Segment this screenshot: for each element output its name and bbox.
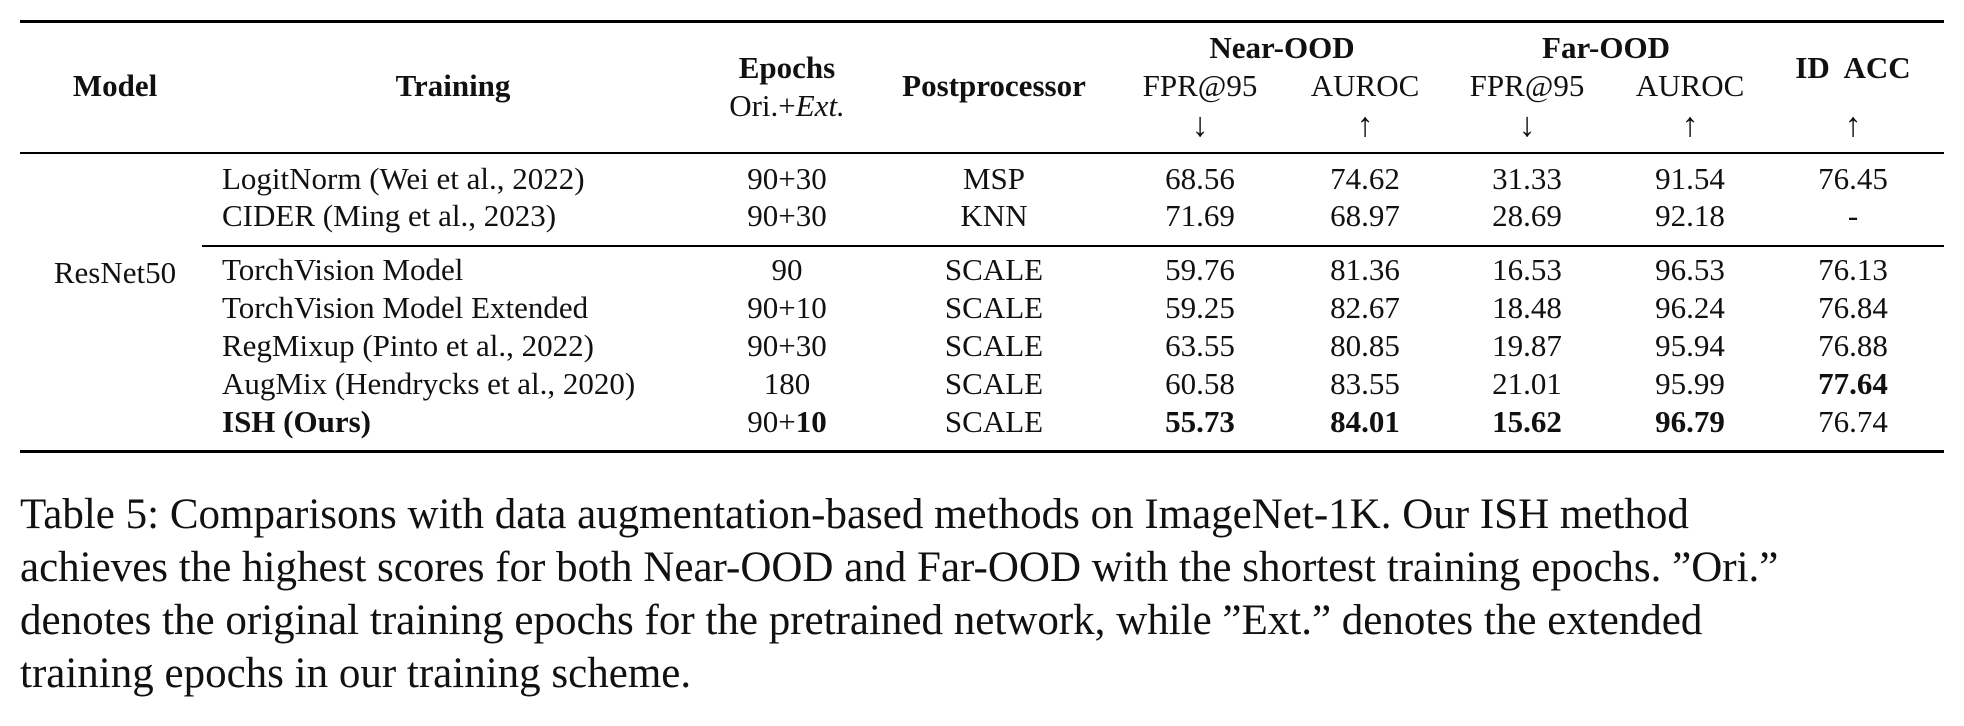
far-fpr-down-arrow-icon: ↓ <box>1518 107 1536 144</box>
cell-epochs: 90+30 <box>747 328 827 363</box>
cell-id-acc: 76.84 <box>1818 290 1888 325</box>
header-id-acc: ID ACC <box>1795 50 1911 85</box>
cell-epochs: 90+10 <box>747 404 826 440</box>
cell-id-acc: 76.45 <box>1818 161 1888 196</box>
header-near-ood: Near-OOD <box>1209 30 1355 65</box>
cell-near-auroc: 80.85 <box>1330 328 1400 363</box>
model-name: ResNet50 <box>53 255 177 290</box>
cell-training: TorchVision Model <box>222 252 464 287</box>
cell-epochs: 90+30 <box>747 198 827 233</box>
cell-postprocessor: SCALE <box>944 252 1044 287</box>
cell-near-fpr: 63.55 <box>1165 328 1235 363</box>
cell-epochs-prefix: 90+ <box>747 404 796 439</box>
header-model: Model <box>72 68 158 103</box>
cell-far-fpr: 16.53 <box>1492 252 1562 287</box>
near-auroc-up-arrow-icon: ↑ <box>1356 107 1374 144</box>
cell-near-auroc: 74.62 <box>1330 161 1400 196</box>
cell-near-auroc: 81.36 <box>1330 252 1400 287</box>
cell-near-fpr: 68.56 <box>1165 161 1235 196</box>
cell-far-fpr: 28.69 <box>1492 198 1562 233</box>
cell-far-auroc: 95.99 <box>1655 366 1725 401</box>
cell-near-auroc: 84.01 <box>1330 404 1400 439</box>
header-epochs-sub-ext: Ext. <box>795 88 845 123</box>
cell-postprocessor: KNN <box>960 198 1028 233</box>
table-header-rule <box>20 152 1944 154</box>
header-near-auroc: AUROC <box>1310 68 1420 103</box>
cell-far-auroc: 96.79 <box>1655 404 1725 439</box>
cell-epochs: 90+30 <box>747 161 827 196</box>
caption-line: training epochs in our training scheme. <box>20 650 692 697</box>
cell-id-acc: 76.74 <box>1818 404 1888 439</box>
cell-far-fpr: 21.01 <box>1492 366 1562 401</box>
caption-line: Table 5: Comparisons with data augmentat… <box>20 491 1689 538</box>
id-acc-up-arrow-icon: ↑ <box>1844 107 1862 144</box>
cell-epochs: 180 <box>763 366 811 401</box>
cell-id-acc: 76.13 <box>1818 252 1888 287</box>
header-training: Training <box>395 68 511 103</box>
cell-postprocessor: SCALE <box>944 328 1044 363</box>
table-group-rule <box>202 245 1944 247</box>
header-far-fpr: FPR@95 <box>1469 68 1585 103</box>
cell-training: ISH (Ours) <box>222 404 371 439</box>
cell-postprocessor: SCALE <box>944 290 1044 325</box>
table-top-rule <box>20 20 1944 23</box>
cell-id-acc: 76.88 <box>1818 328 1888 363</box>
cell-near-auroc: 83.55 <box>1330 366 1400 401</box>
cell-near-fpr: 59.76 <box>1165 252 1235 287</box>
cell-near-fpr: 60.58 <box>1165 366 1235 401</box>
cell-near-fpr: 59.25 <box>1165 290 1235 325</box>
cell-far-fpr: 15.62 <box>1492 404 1562 439</box>
header-epochs-sub-prefix: Ori.+ <box>729 88 796 123</box>
header-epochs: Epochs <box>738 50 836 85</box>
cell-far-auroc: 96.53 <box>1655 252 1725 287</box>
cell-epochs: 90 <box>771 252 803 287</box>
header-far-ood: Far-OOD <box>1542 30 1670 65</box>
header-epochs-sub: Ori.+Ext. <box>729 88 845 124</box>
cell-postprocessor: MSP <box>962 161 1026 196</box>
cell-training: CIDER (Ming et al., 2023) <box>222 198 557 233</box>
cell-id-acc: - <box>1847 198 1859 233</box>
cell-training: TorchVision Model Extended <box>222 290 589 325</box>
cell-training: LogitNorm (Wei et al., 2022) <box>222 161 585 196</box>
cell-far-auroc: 92.18 <box>1655 198 1725 233</box>
far-auroc-up-arrow-icon: ↑ <box>1681 107 1699 144</box>
cell-postprocessor: SCALE <box>944 366 1044 401</box>
cell-far-fpr: 19.87 <box>1492 328 1562 363</box>
table-bottom-rule <box>20 450 1944 453</box>
cell-far-auroc: 91.54 <box>1655 161 1725 196</box>
near-fpr-down-arrow-icon: ↓ <box>1191 107 1209 144</box>
header-near-fpr: FPR@95 <box>1142 68 1258 103</box>
cell-epochs: 90+10 <box>747 290 827 325</box>
caption-line: achieves the highest scores for both Nea… <box>20 544 1779 591</box>
cell-far-auroc: 96.24 <box>1655 290 1725 325</box>
header-far-auroc: AUROC <box>1635 68 1745 103</box>
cell-training: AugMix (Hendrycks et al., 2020) <box>222 366 636 401</box>
cell-near-fpr: 55.73 <box>1165 404 1235 439</box>
cell-near-auroc: 68.97 <box>1330 198 1400 233</box>
cell-far-fpr: 18.48 <box>1492 290 1562 325</box>
cell-postprocessor: SCALE <box>944 404 1044 439</box>
caption-line: denotes the original training epochs for… <box>20 597 1703 644</box>
cell-training: RegMixup (Pinto et al., 2022) <box>222 328 594 363</box>
cell-epochs-bold: 10 <box>795 404 827 439</box>
cell-far-auroc: 95.94 <box>1655 328 1725 363</box>
cell-near-fpr: 71.69 <box>1165 198 1235 233</box>
cell-id-acc: 77.64 <box>1818 366 1888 401</box>
cell-near-auroc: 82.67 <box>1330 290 1400 325</box>
cell-far-fpr: 31.33 <box>1492 161 1562 196</box>
header-postprocessor: Postprocessor <box>902 68 1086 103</box>
table-caption: Table 5: Comparisons with data augmentat… <box>20 488 1950 700</box>
